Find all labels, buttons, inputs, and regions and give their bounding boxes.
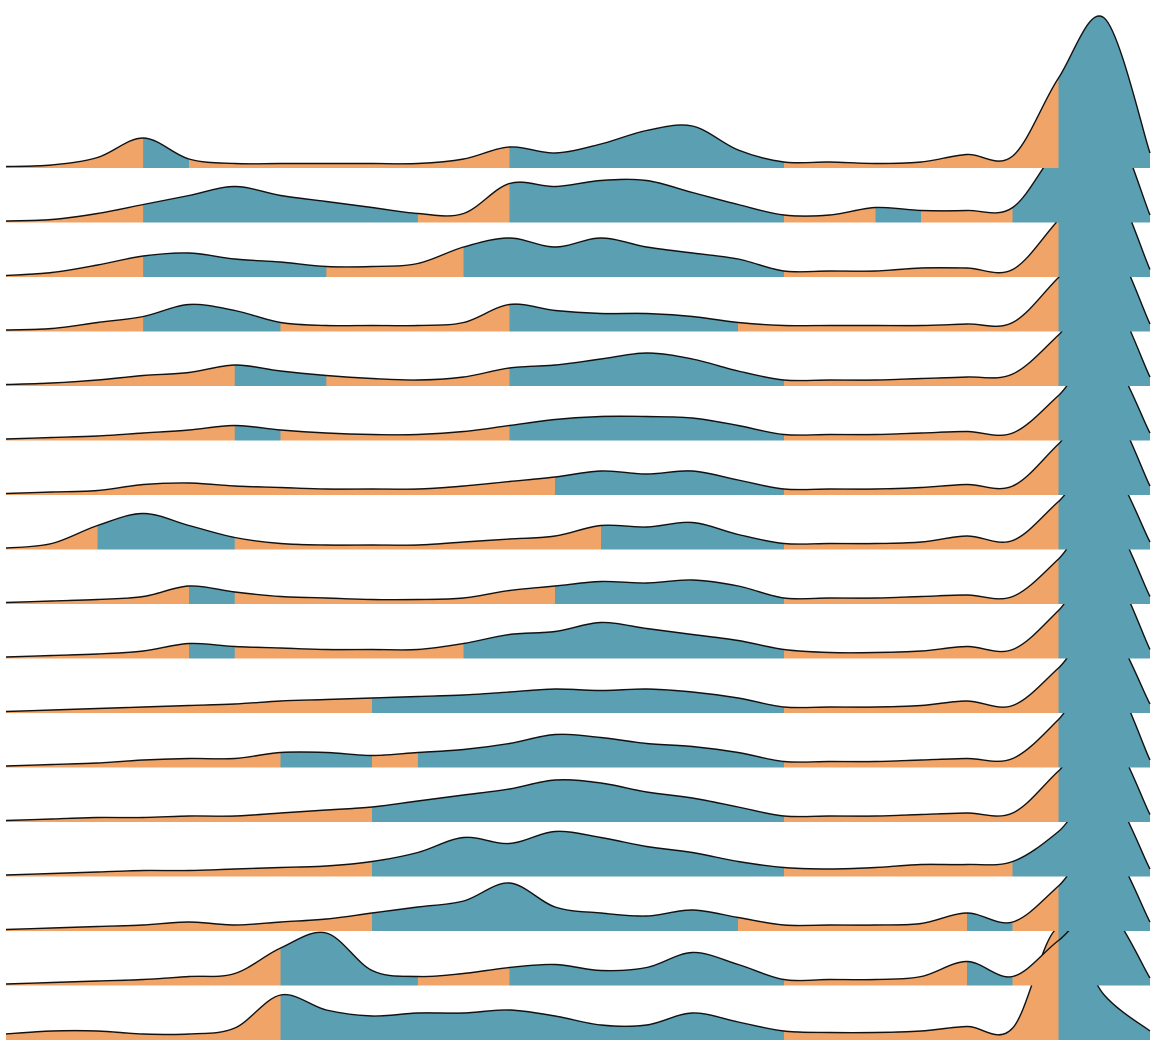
ridge-area-2	[6, 106, 1150, 223]
ridge-area-11	[6, 622, 1150, 713]
ridge-area-13	[6, 728, 1150, 822]
ridge-line-1	[5, 15, 1151, 168]
ridge-area-9	[6, 510, 1150, 604]
ridge-area-5	[6, 287, 1150, 386]
ridge-line-14	[5, 785, 1151, 876]
ridge-line-10	[5, 559, 1151, 658]
ridge-area-6	[6, 349, 1150, 441]
ridge-line-13	[5, 727, 1151, 822]
ridge-area-17	[6, 927, 1150, 1040]
ridge-area-15	[6, 840, 1150, 931]
ridge-area-12	[6, 667, 1150, 768]
ridge-area-14	[6, 785, 1150, 877]
ridge-area-7	[6, 398, 1150, 495]
ridge-area-3	[6, 170, 1150, 277]
ridge-area-1	[6, 16, 1150, 169]
ridge-line-7	[5, 397, 1151, 495]
ridge-line-12	[5, 667, 1151, 767]
ridge-line-5	[5, 287, 1151, 386]
ridges-group	[5, 15, 1151, 1040]
ridge-line-2	[5, 105, 1151, 222]
ridge-area-16	[6, 906, 1150, 986]
ridge-line-16	[5, 905, 1151, 985]
ridge-line-15	[5, 839, 1151, 931]
ridge-line-4	[5, 230, 1151, 331]
ridge-area-4	[6, 231, 1150, 332]
ridge-line-8	[5, 458, 1151, 549]
ridge-area-8	[6, 458, 1150, 550]
ridge-line-3	[5, 170, 1151, 277]
ridge-line-6	[5, 349, 1151, 440]
ridge-line-11	[5, 621, 1151, 713]
ridge-area-10	[6, 560, 1150, 659]
ridge-line-17	[5, 926, 1151, 1036]
ridge-line-9	[5, 509, 1151, 604]
